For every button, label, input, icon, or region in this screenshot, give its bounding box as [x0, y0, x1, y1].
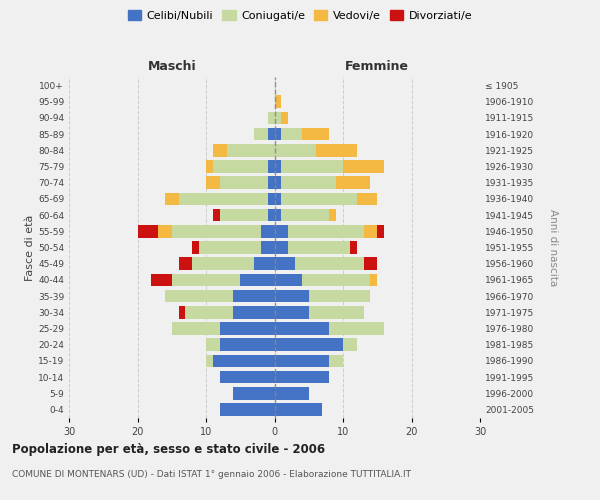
- Bar: [343, 338, 356, 351]
- Bar: [329, 354, 343, 367]
- Bar: [343, 160, 384, 173]
- Bar: [281, 209, 329, 222]
- Text: Femmine: Femmine: [345, 60, 409, 72]
- Bar: [275, 160, 281, 173]
- Bar: [206, 176, 220, 189]
- Bar: [268, 112, 275, 124]
- Bar: [275, 274, 302, 286]
- Bar: [172, 225, 261, 237]
- Bar: [172, 274, 240, 286]
- Bar: [227, 144, 275, 156]
- Bar: [213, 144, 227, 156]
- Bar: [275, 225, 288, 237]
- Bar: [220, 322, 275, 335]
- Text: Maschi: Maschi: [148, 60, 196, 72]
- Bar: [302, 128, 329, 140]
- Bar: [288, 225, 364, 237]
- Bar: [350, 241, 357, 254]
- Bar: [220, 338, 275, 351]
- Bar: [316, 144, 357, 156]
- Bar: [356, 192, 377, 205]
- Bar: [275, 176, 281, 189]
- Bar: [377, 225, 384, 237]
- Bar: [370, 274, 377, 286]
- Bar: [275, 258, 295, 270]
- Bar: [233, 290, 275, 302]
- Bar: [364, 258, 377, 270]
- Bar: [275, 306, 309, 318]
- Bar: [137, 225, 158, 237]
- Bar: [329, 209, 336, 222]
- Bar: [206, 354, 213, 367]
- Bar: [213, 160, 268, 173]
- Bar: [275, 241, 288, 254]
- Bar: [268, 160, 275, 173]
- Bar: [309, 306, 364, 318]
- Bar: [233, 387, 275, 400]
- Bar: [275, 338, 343, 351]
- Bar: [295, 258, 364, 270]
- Bar: [275, 112, 281, 124]
- Bar: [268, 209, 275, 222]
- Bar: [275, 322, 329, 335]
- Bar: [281, 128, 302, 140]
- Bar: [179, 192, 268, 205]
- Bar: [275, 144, 316, 156]
- Bar: [275, 387, 309, 400]
- Bar: [240, 274, 275, 286]
- Bar: [261, 241, 275, 254]
- Bar: [302, 274, 370, 286]
- Bar: [254, 128, 268, 140]
- Bar: [364, 225, 377, 237]
- Bar: [220, 176, 268, 189]
- Bar: [192, 258, 254, 270]
- Bar: [268, 192, 275, 205]
- Bar: [329, 322, 384, 335]
- Bar: [220, 209, 268, 222]
- Bar: [220, 403, 275, 415]
- Bar: [199, 241, 261, 254]
- Bar: [179, 258, 193, 270]
- Bar: [275, 290, 309, 302]
- Text: COMUNE DI MONTENARS (UD) - Dati ISTAT 1° gennaio 2006 - Elaborazione TUTTITALIA.: COMUNE DI MONTENARS (UD) - Dati ISTAT 1°…: [12, 470, 411, 479]
- Bar: [275, 403, 322, 415]
- Bar: [275, 128, 281, 140]
- Bar: [275, 192, 281, 205]
- Bar: [268, 176, 275, 189]
- Bar: [220, 370, 275, 384]
- Bar: [275, 209, 281, 222]
- Y-axis label: Fasce di età: Fasce di età: [25, 214, 35, 280]
- Bar: [193, 241, 199, 254]
- Bar: [281, 176, 336, 189]
- Bar: [281, 160, 343, 173]
- Bar: [213, 354, 275, 367]
- Text: Popolazione per età, sesso e stato civile - 2006: Popolazione per età, sesso e stato civil…: [12, 442, 325, 456]
- Bar: [281, 112, 288, 124]
- Bar: [179, 306, 185, 318]
- Bar: [185, 306, 233, 318]
- Bar: [336, 176, 370, 189]
- Bar: [213, 209, 220, 222]
- Legend: Celibi/Nubili, Coniugati/e, Vedovi/e, Divorziati/e: Celibi/Nubili, Coniugati/e, Vedovi/e, Di…: [124, 6, 476, 25]
- Bar: [206, 160, 213, 173]
- Bar: [233, 306, 275, 318]
- Bar: [268, 128, 275, 140]
- Bar: [165, 290, 233, 302]
- Bar: [309, 290, 370, 302]
- Bar: [254, 258, 275, 270]
- Bar: [261, 225, 275, 237]
- Bar: [165, 192, 179, 205]
- Bar: [206, 338, 220, 351]
- Bar: [275, 370, 329, 384]
- Bar: [275, 354, 329, 367]
- Bar: [151, 274, 172, 286]
- Bar: [172, 322, 220, 335]
- Bar: [281, 192, 357, 205]
- Y-axis label: Anni di nascita: Anni di nascita: [548, 209, 558, 286]
- Bar: [275, 96, 281, 108]
- Bar: [288, 241, 350, 254]
- Bar: [158, 225, 172, 237]
